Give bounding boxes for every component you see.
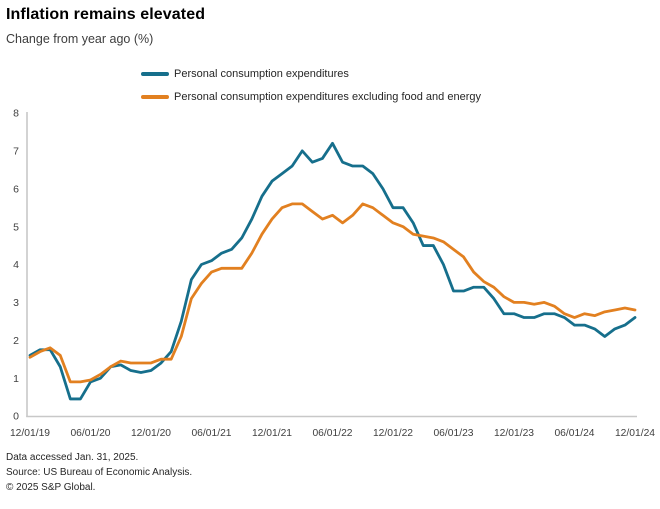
core-pce-legend-swatch	[141, 95, 169, 99]
pce-legend-swatch	[141, 72, 169, 76]
x-axis-tick-label: 12/01/20	[131, 428, 171, 439]
y-axis-tick-label: 6	[13, 183, 19, 195]
core-pce-legend-label: Personal consumption expenditures exclud…	[174, 91, 481, 103]
y-axis-tick-label: 3	[13, 297, 19, 309]
x-axis-tick-label: 12/01/22	[373, 428, 413, 439]
core-pce-line	[28, 202, 637, 384]
x-axis-tick-label: 06/01/21	[191, 428, 231, 439]
x-axis-tick-label: 12/01/24	[615, 428, 655, 439]
x-axis-tick-label: 12/01/21	[252, 428, 292, 439]
chart-legend: Personal consumption expenditures Person…	[141, 68, 481, 114]
legend-item-pce: Personal consumption expenditures	[141, 68, 481, 80]
footer-source: Source: US Bureau of Economic Analysis.	[6, 466, 193, 478]
x-axis-tick-label: 12/01/19	[10, 428, 50, 439]
pce-line	[28, 141, 637, 401]
y-axis-tick-label: 2	[13, 335, 19, 347]
chart-title: Inflation remains elevated	[6, 6, 206, 23]
y-axis-tick-label: 0	[13, 411, 19, 423]
x-axis-tick-label: 06/01/24	[554, 428, 594, 439]
x-axis-tick-label: 06/01/22	[312, 428, 352, 439]
y-axis-tick-label: 5	[13, 221, 19, 233]
x-axis-tick-label: 06/01/20	[70, 428, 110, 439]
x-axis-tick-label: 06/01/23	[433, 428, 473, 439]
legend-item-core-pce: Personal consumption expenditures exclud…	[141, 91, 481, 103]
pce-legend-label: Personal consumption expenditures	[174, 68, 349, 80]
x-axis-tick-label: 12/01/23	[494, 428, 534, 439]
chart-subtitle: Change from year ago (%)	[6, 32, 154, 46]
chart-footer: Data accessed Jan. 31, 2025. Source: US …	[6, 451, 192, 495]
y-axis-tick-label: 1	[13, 373, 19, 385]
footer-data-accessed: Data accessed Jan. 31, 2025.	[6, 452, 139, 463]
y-axis-tick-label: 4	[13, 259, 19, 271]
y-axis-tick-label: 8	[13, 108, 19, 120]
footer-copyright: © 2025 S&P Global.	[6, 481, 96, 493]
y-axis-tick-label: 7	[13, 146, 19, 158]
